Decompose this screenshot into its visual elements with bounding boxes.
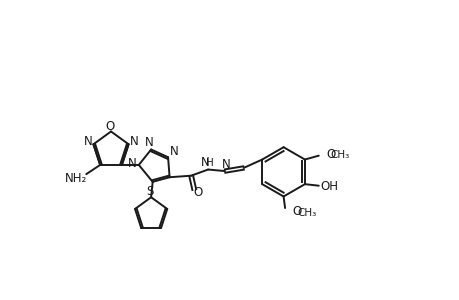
Text: OH: OH xyxy=(320,180,338,193)
Text: CH₃: CH₃ xyxy=(330,150,349,160)
Text: O: O xyxy=(193,186,202,199)
Text: N: N xyxy=(200,156,209,169)
Text: CH₃: CH₃ xyxy=(297,208,316,218)
Text: O: O xyxy=(326,148,335,160)
Text: N: N xyxy=(129,135,138,148)
Text: O: O xyxy=(292,206,302,218)
Text: NH₂: NH₂ xyxy=(64,172,86,184)
Text: S: S xyxy=(146,185,154,198)
Text: N: N xyxy=(84,135,92,148)
Text: N: N xyxy=(128,157,137,170)
Text: N: N xyxy=(145,136,154,149)
Text: H: H xyxy=(205,158,213,168)
Text: O: O xyxy=(106,120,115,133)
Text: N: N xyxy=(169,145,178,158)
Text: N: N xyxy=(222,158,230,171)
